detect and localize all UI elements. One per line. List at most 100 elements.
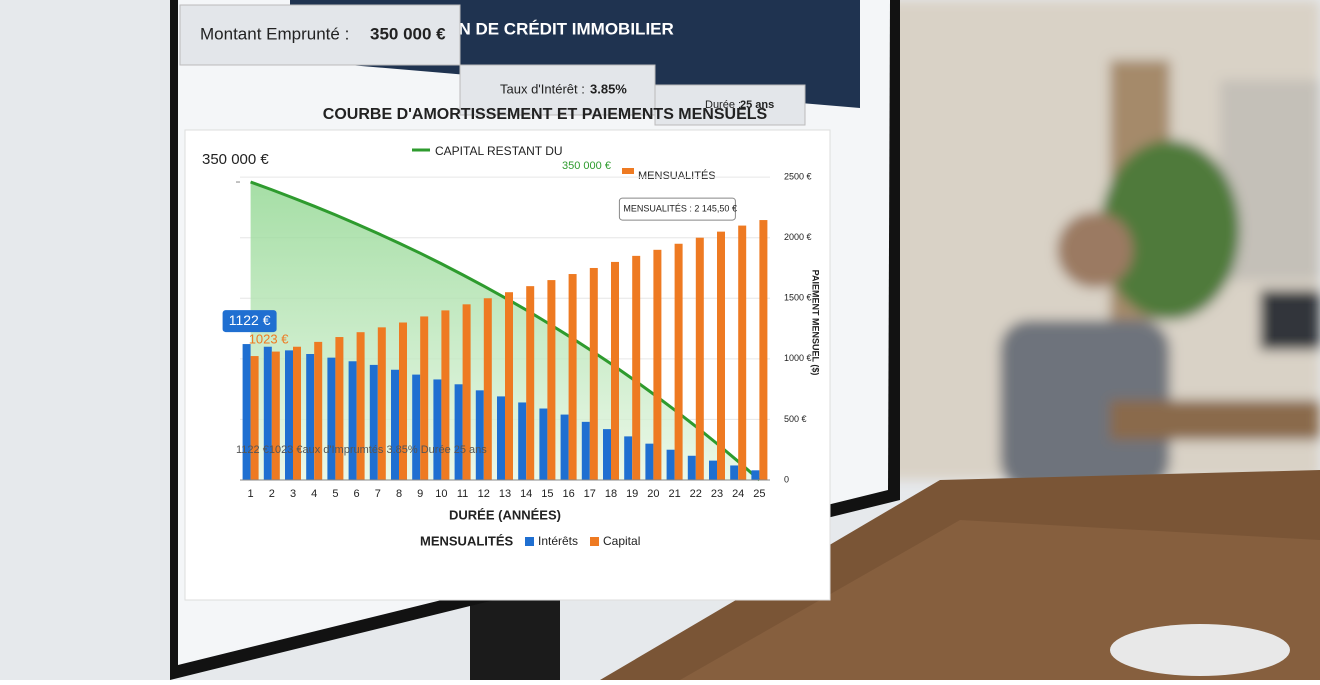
bar xyxy=(581,421,590,480)
x-tick-label: 19 xyxy=(626,488,638,500)
input-value: 3.85% xyxy=(590,81,627,96)
bar xyxy=(653,249,662,480)
input-label: Durée : xyxy=(705,99,741,111)
bar xyxy=(412,374,421,480)
bar xyxy=(695,237,704,480)
bar xyxy=(560,414,569,480)
bar xyxy=(250,356,259,480)
tooltip xyxy=(618,197,736,221)
bar xyxy=(356,332,365,480)
bar xyxy=(369,364,378,480)
legend-label: MENSUALITÉS xyxy=(638,169,716,182)
monitor-stand xyxy=(470,600,560,680)
x-tick-label: 8 xyxy=(396,488,402,500)
bar xyxy=(645,443,654,480)
bar xyxy=(399,322,407,480)
x-tick-label: 7 xyxy=(375,488,381,500)
bar xyxy=(717,231,725,480)
bar xyxy=(518,402,527,480)
x-tick-label: 11 xyxy=(457,488,468,500)
bar xyxy=(433,379,442,480)
x-tick-label: 13 xyxy=(499,488,511,500)
bar xyxy=(263,346,272,480)
y-tick-label: 350 000 € xyxy=(202,151,269,168)
legend-label: Capital xyxy=(603,534,640,548)
legend: CAPITAL RESTANT DU 350 000 € MENSUALITÉS xyxy=(412,144,716,182)
bar xyxy=(738,225,747,480)
legend-swatch xyxy=(622,168,634,174)
bar xyxy=(242,344,251,480)
bar xyxy=(526,286,535,480)
x-axis-label: DURÉE (ANNÉES) xyxy=(449,507,561,522)
bar xyxy=(505,292,513,480)
input-label: Taux d'Intérêt : xyxy=(500,81,585,96)
x-tick-label: 17 xyxy=(584,488,596,500)
bar xyxy=(293,346,301,480)
bar xyxy=(377,327,386,480)
y2-tick-label: 2000 € xyxy=(784,232,812,242)
bar xyxy=(666,449,675,480)
x-tick-label: 18 xyxy=(605,488,617,500)
bar xyxy=(687,455,696,480)
value-label: 1023 € xyxy=(249,331,290,346)
bar xyxy=(441,310,450,480)
legend-title: MENSUALITÉS xyxy=(420,533,514,548)
bar xyxy=(730,465,739,480)
office-background xyxy=(880,0,1320,490)
x-tick-label: 14 xyxy=(520,488,532,500)
bar xyxy=(271,351,280,480)
input-box xyxy=(459,64,656,116)
y2-tick-label: 2500 € xyxy=(784,171,812,181)
x-tick-label: 16 xyxy=(562,488,574,500)
bar xyxy=(285,350,293,480)
bar xyxy=(335,337,344,480)
bar xyxy=(603,429,611,480)
y2-tick-label: 0 xyxy=(784,474,789,484)
x-tick-label: 22 xyxy=(690,488,702,500)
bar xyxy=(759,220,768,480)
y2-axis-label: PAIEMENT MENSUEL ($) xyxy=(811,270,821,376)
y2-tick-label: 500 € xyxy=(784,414,807,424)
bar xyxy=(751,470,760,480)
bar xyxy=(709,460,717,480)
input-label: Montant Emprunté : xyxy=(200,24,349,43)
bar xyxy=(611,261,619,480)
bar xyxy=(306,354,315,480)
x-tick-label: 21 xyxy=(668,488,680,500)
bar xyxy=(539,408,548,480)
bar xyxy=(314,341,323,480)
bar xyxy=(391,369,399,480)
y2-tick-label: 1000 € xyxy=(784,353,812,363)
mouse xyxy=(1110,624,1290,676)
x-tick-label: 1 xyxy=(248,488,254,500)
x-tick-label: 23 xyxy=(711,488,723,500)
bar xyxy=(568,274,577,480)
value-badge xyxy=(222,310,277,333)
x-tick-label: 3 xyxy=(290,488,296,500)
annotation: 1122 €1023 €aux d'Imprumtés 3.85% Durée … xyxy=(236,444,487,456)
bar xyxy=(348,361,357,480)
legend-swatch xyxy=(590,537,599,546)
bar xyxy=(674,243,683,480)
bar xyxy=(475,390,484,480)
legend-value: 350 000 € xyxy=(562,160,611,172)
value-label: 1122 € xyxy=(229,312,271,328)
x-tick-label: 12 xyxy=(478,488,490,500)
x-tick-label: 24 xyxy=(732,488,744,500)
x-tick-label: 9 xyxy=(417,488,423,500)
x-tick-label: 4 xyxy=(311,488,317,500)
x-tick-label: 6 xyxy=(354,488,360,500)
bar xyxy=(454,384,463,480)
legend-label: CAPITAL RESTANT DU xyxy=(435,144,563,158)
input-value: 350 000 € xyxy=(370,24,446,43)
bar xyxy=(420,316,429,480)
legend-swatch xyxy=(525,537,534,546)
x-tick-label: 10 xyxy=(435,488,447,500)
bar xyxy=(547,280,556,480)
y2-tick-label: 1500 € xyxy=(784,293,812,303)
chart-title: COURBE D'AMORTISSEMENT ET PAIEMENTS MENS… xyxy=(323,106,768,123)
x-tick-label: 2 xyxy=(269,488,275,500)
input-value: 25 ans xyxy=(740,99,774,111)
